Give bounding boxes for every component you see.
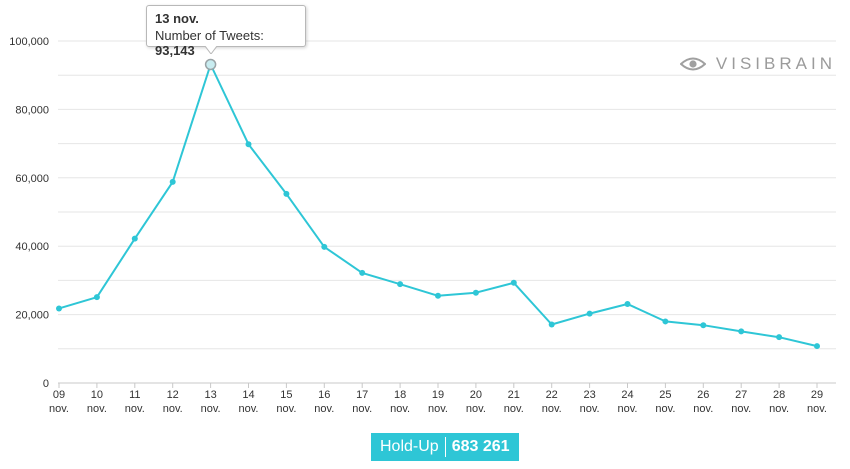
y-axis-tick-labels: 0 20,000 40,000 60,000 80,000 100,000 [9, 36, 49, 390]
x-tick-label: 09 [53, 389, 65, 401]
data-point [131, 235, 138, 242]
y-tick-label: 0 [43, 378, 49, 390]
data-point [548, 321, 555, 328]
x-tick-label: 14 [242, 389, 254, 401]
data-point [586, 310, 593, 317]
x-tick-label: 21 [508, 389, 520, 401]
x-tick-month-label: nov. [125, 403, 145, 415]
x-tick-month-label: nov. [87, 403, 107, 415]
data-point [776, 334, 783, 341]
y-tick-label: 20,000 [15, 310, 49, 322]
data-point [359, 269, 366, 276]
x-tick-label: 20 [470, 389, 482, 401]
tooltip-label: Number of Tweets: [155, 28, 264, 43]
x-tick-label: 26 [697, 389, 709, 401]
x-tick-label: 15 [280, 389, 292, 401]
footer-separator [444, 437, 446, 457]
x-tick-month-label: nov. [390, 403, 410, 415]
x-tick-month-label: nov. [314, 403, 334, 415]
data-point [472, 289, 479, 296]
x-tick-label: 10 [91, 389, 103, 401]
x-tick-month-label: nov. [542, 403, 562, 415]
data-point [169, 178, 176, 185]
data-points [56, 58, 820, 350]
data-point [814, 343, 820, 350]
x-tick-label: 19 [432, 389, 444, 401]
x-tick-month-label: nov. [239, 403, 259, 415]
x-tick-label: 17 [356, 389, 368, 401]
x-tick-label: 11 [129, 389, 140, 401]
data-point [56, 305, 62, 312]
x-tick-month-label: nov. [769, 403, 789, 415]
data-point [435, 292, 441, 299]
x-tick-month-label: nov. [618, 403, 638, 415]
x-tick-month-label: nov. [731, 403, 751, 415]
visibrain-logo: VISIBRAIN [679, 54, 836, 74]
x-axis-tick-labels: 09 nov. 10 nov. 11 nov. 12 nov. 13 nov. 14 nov. 15 no… [49, 389, 827, 415]
x-tick-month-label: nov. [693, 403, 713, 415]
data-point [321, 243, 328, 250]
x-tick-label: 24 [621, 389, 633, 401]
data-point [397, 281, 404, 288]
grid-lines [58, 40, 836, 350]
data-point [700, 322, 707, 329]
x-tick-label: 29 [811, 389, 823, 401]
tooltip-title: 13 nov. [155, 11, 199, 26]
brand-name: VISIBRAIN [715, 54, 836, 73]
data-point [93, 294, 100, 301]
data-point-highlighted [204, 58, 217, 71]
x-tick-month-label: nov. [466, 403, 486, 415]
total-badge: Hold-Up 683 261 [371, 433, 519, 461]
data-point [624, 300, 631, 307]
x-tick-month-label: nov. [428, 403, 448, 415]
x-tick-month-label: nov. [49, 403, 69, 415]
data-tooltip: 13 nov. Number of Tweets: 93,143 [146, 5, 306, 58]
x-tick-label: 13 [204, 389, 216, 401]
x-tick-label: 18 [394, 389, 406, 401]
tooltip-value: 93,143 [155, 43, 195, 58]
x-tick-month-label: nov. [276, 403, 296, 415]
x-tick-month-label: nov. [163, 403, 183, 415]
data-point [283, 190, 290, 197]
x-tick-label: 28 [773, 389, 785, 401]
x-tick-month-label: nov. [580, 403, 600, 415]
x-tick-label: 12 [167, 389, 179, 401]
x-tick-label: 25 [659, 389, 671, 401]
x-tick-label: 16 [318, 389, 330, 401]
x-tick-label: 27 [735, 389, 747, 401]
data-point [510, 279, 517, 286]
x-tick-month-label: nov. [201, 403, 221, 415]
data-point [738, 328, 745, 335]
x-tick-month-label: nov. [807, 403, 827, 415]
x-tick-month-label: nov. [352, 403, 372, 415]
tooltip-pointer [205, 46, 217, 54]
x-tick-month-label: nov. [504, 403, 524, 415]
x-tick-label: 22 [546, 389, 558, 401]
y-tick-label: 60,000 [15, 173, 49, 185]
eye-icon [679, 57, 706, 71]
x-tick-month-label: nov. [655, 403, 675, 415]
x-axis-ticks [58, 383, 818, 388]
footer-label: Hold-Up [380, 438, 439, 455]
data-point [245, 141, 252, 148]
data-point [662, 318, 669, 325]
footer-total: 683 261 [451, 438, 510, 455]
y-tick-label: 40,000 [15, 241, 49, 253]
x-tick-label: 23 [583, 389, 595, 401]
y-tick-label: 80,000 [15, 104, 49, 116]
series-line [58, 63, 818, 348]
y-tick-label: 100,000 [9, 36, 49, 48]
tooltip-line: Number of Tweets: 93,143 [155, 28, 297, 58]
